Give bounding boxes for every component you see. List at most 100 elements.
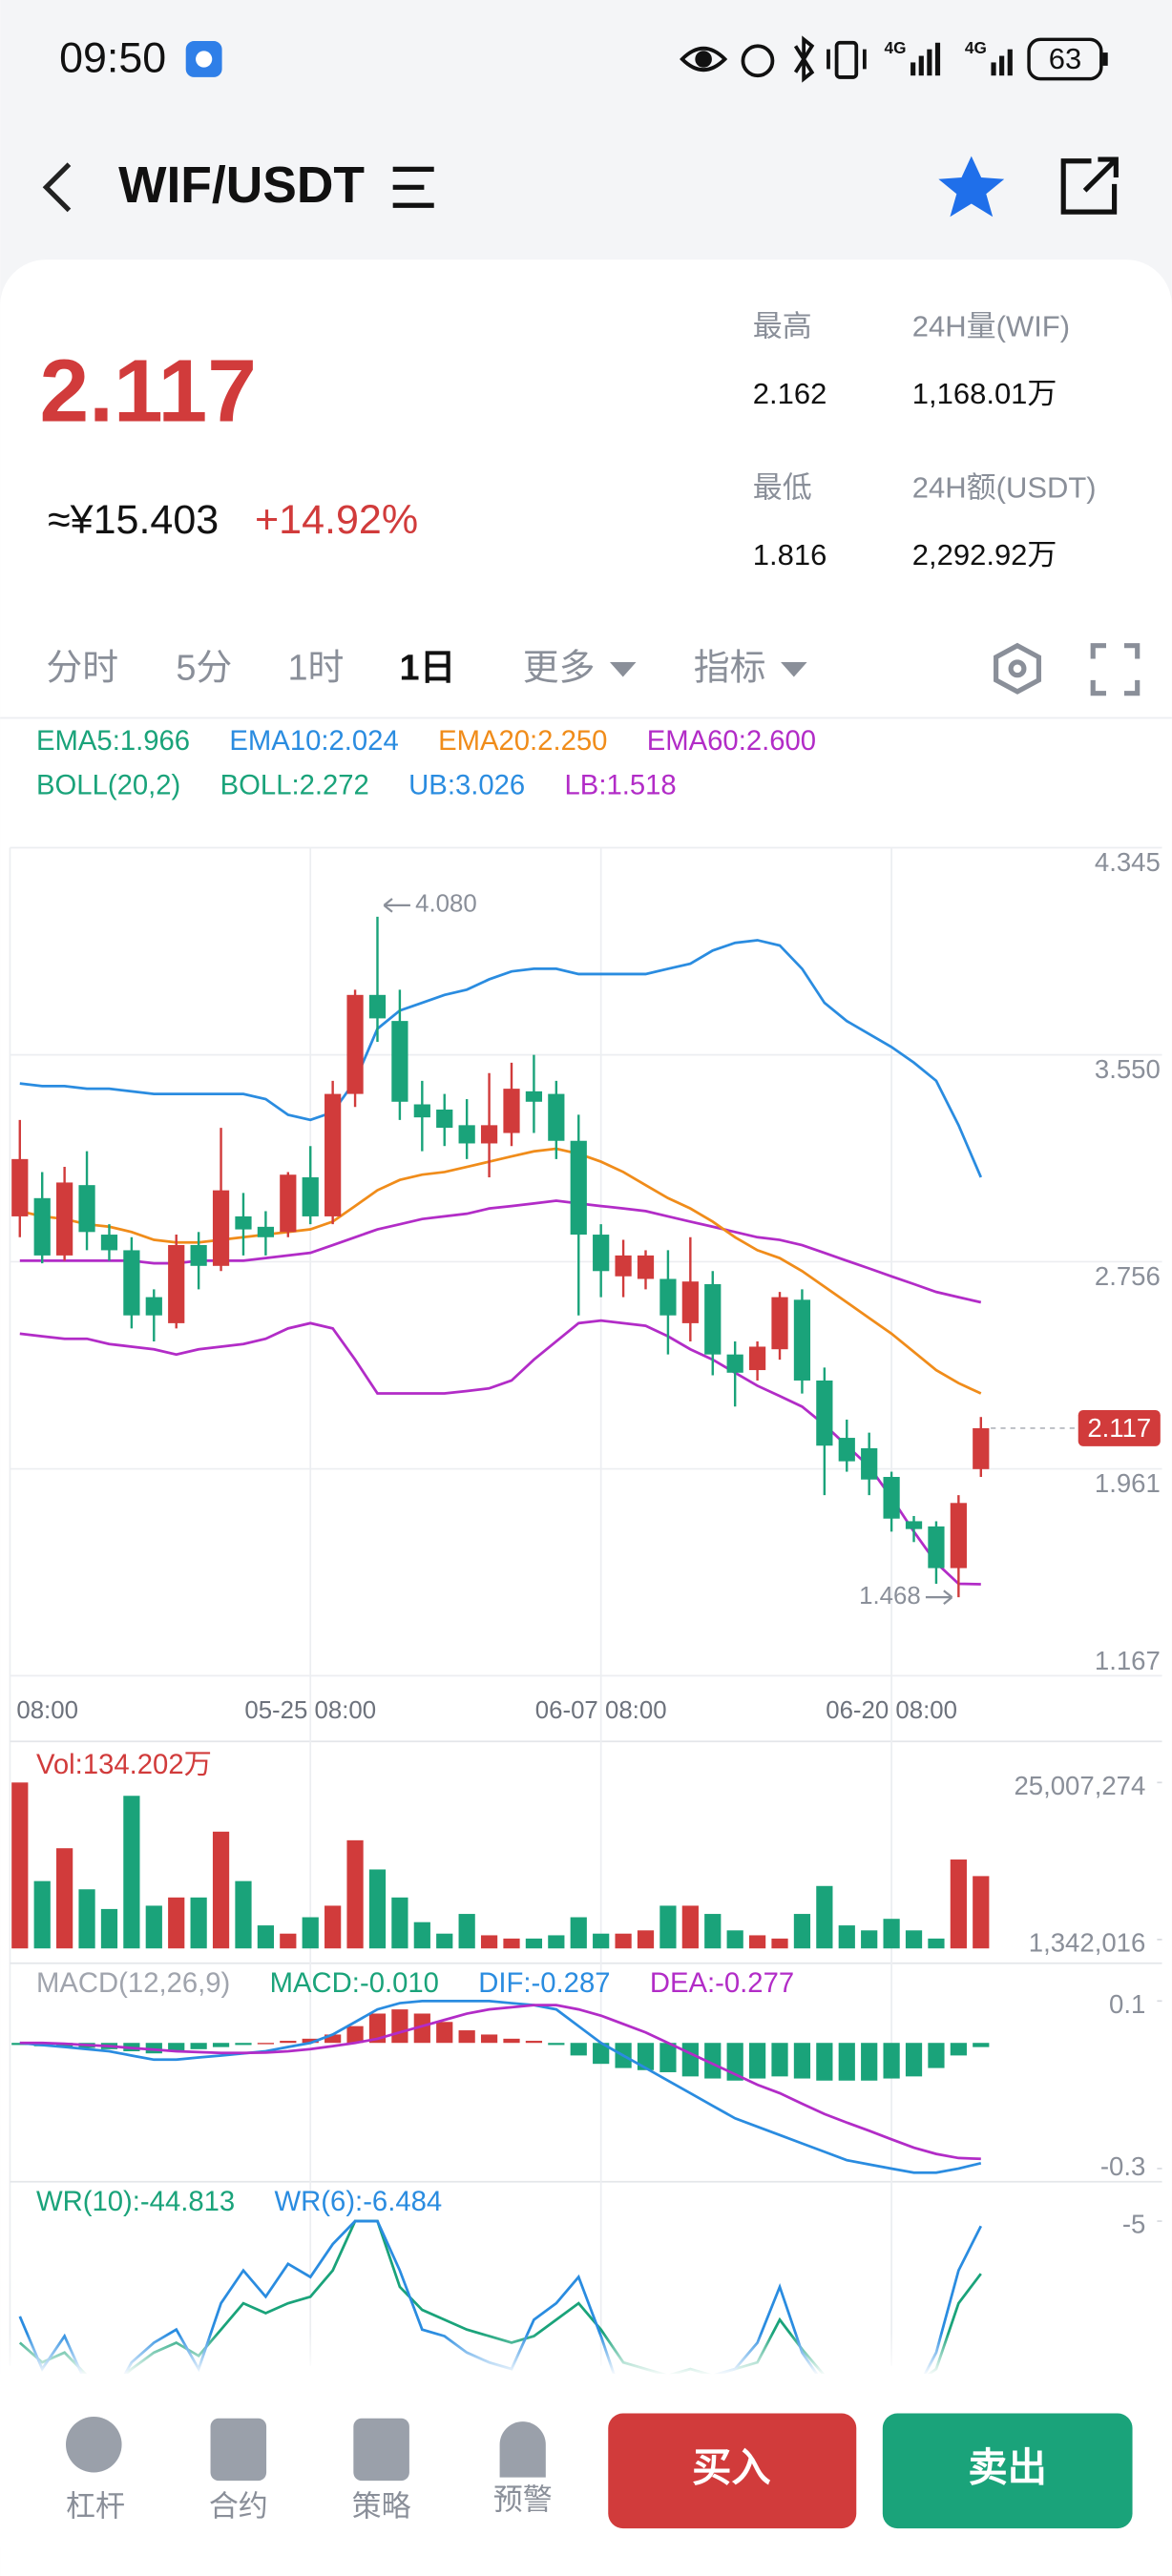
nav-label[interactable]: 杠杆 (66, 2490, 125, 2524)
favorite-star[interactable] (938, 156, 1005, 218)
candle-body (212, 1190, 230, 1266)
candle-body (503, 1089, 520, 1133)
indicator-line (19, 1147, 982, 1395)
volume-bar (793, 1914, 811, 1949)
volume-bar (615, 1933, 632, 1949)
macd-bar (928, 2043, 945, 2068)
candle-body (928, 1526, 945, 1568)
alert-icon[interactable] (499, 2421, 546, 2478)
volume-bar (771, 1938, 788, 1949)
volume-bar (593, 1933, 610, 1949)
buy-button[interactable] (608, 2413, 857, 2529)
settings-button[interactable] (994, 642, 1041, 695)
candle-body (637, 1255, 655, 1279)
volume-bar (212, 1831, 230, 1949)
macd-bar (659, 2043, 677, 2072)
macd-bar (883, 2043, 900, 2079)
interval-tab[interactable]: 分时 (46, 649, 118, 689)
sell-button[interactable] (882, 2413, 1133, 2529)
candle-body (257, 1226, 275, 1237)
volume-bar (973, 1876, 990, 1949)
macd-bar (905, 2043, 923, 2077)
macd-bar (257, 2043, 275, 2045)
volume-bar (458, 1914, 475, 1949)
stat-label: 24H量(WIF) (912, 310, 1070, 343)
candle-body (480, 1125, 498, 1144)
legend-item: BOLL:2.272 (220, 771, 369, 801)
x-tick-label: 06-20 08:00 (826, 1697, 957, 1724)
candle-body (302, 1176, 319, 1216)
candle-body (793, 1299, 811, 1381)
volume-bar (548, 1935, 565, 1949)
content-card (0, 260, 1172, 2576)
interval-tab[interactable]: 5分 (176, 649, 232, 689)
share-button[interactable] (1060, 156, 1119, 215)
alarm-icon (741, 44, 775, 78)
pair-menu-icon[interactable] (392, 166, 434, 208)
y-tick-label: 1.961 (1095, 1468, 1161, 1498)
interval-tab[interactable]: 1时 (287, 649, 344, 689)
signal-bar (934, 42, 941, 76)
candle-body (883, 1477, 900, 1519)
sell-label[interactable]: 卖出 (968, 2446, 1047, 2490)
candle-body (33, 1197, 51, 1256)
legend-item: EMA5:1.966 (36, 726, 190, 757)
eye-pupil (695, 51, 712, 68)
volume-bar (368, 1869, 387, 1949)
nav-label[interactable]: 预警 (493, 2483, 553, 2517)
status-time: 09:50 (59, 34, 166, 82)
strategy-icon[interactable] (353, 2418, 409, 2482)
y-tick-label: 1,342,016 (1029, 1927, 1146, 1957)
macd-bar (950, 2043, 967, 2056)
candle-body (681, 1281, 699, 1323)
indicator-tab[interactable]: 指标 (694, 649, 766, 689)
volume-bar (950, 1859, 967, 1949)
y-tick-label: 3.550 (1095, 1054, 1161, 1084)
macd-bar (748, 2043, 766, 2079)
macd-bar (793, 2043, 811, 2079)
legend-item: DEA:-0.277 (650, 1968, 794, 1999)
macd-bar (212, 2043, 230, 2047)
interval-tab[interactable]: 1日 (400, 649, 456, 689)
candle-body (726, 1354, 743, 1373)
candle-body (593, 1235, 610, 1272)
volume-bar (570, 1917, 587, 1949)
macd-bar (235, 2043, 252, 2046)
candle-body (525, 1091, 543, 1102)
candle-body (324, 1093, 342, 1216)
y-tick-label: 0.1 (1109, 1989, 1145, 2019)
buy-label[interactable]: 买入 (692, 2446, 771, 2490)
indicator-line (19, 939, 983, 1178)
signal-bar (927, 49, 932, 76)
leverage-icon[interactable] (66, 2416, 122, 2473)
candle-body (123, 1250, 140, 1316)
back-button[interactable] (42, 162, 72, 213)
contract-icon[interactable] (210, 2418, 267, 2482)
volume-bar (861, 1930, 878, 1949)
min-arrow (925, 1589, 953, 1605)
volume-bar (33, 1880, 51, 1949)
pair-title[interactable]: WIF/USDT (118, 157, 365, 214)
candle-body (235, 1215, 252, 1230)
y-tick-label: 2.756 (1095, 1261, 1161, 1291)
candle-body (436, 1109, 453, 1129)
legend-item: UB:3.026 (408, 771, 525, 801)
volume-bar (391, 1897, 408, 1949)
fullscreen-button[interactable] (1090, 643, 1141, 696)
candle-body (950, 1503, 967, 1568)
nav-label[interactable]: 策略 (352, 2490, 411, 2524)
candle-body (346, 994, 364, 1094)
candle-body (861, 1447, 878, 1480)
last-price-tag-label: 2.117 (1087, 1413, 1151, 1443)
volume-bar (11, 1782, 29, 1949)
network-label: 4G (965, 38, 987, 57)
macd-bar (391, 2009, 408, 2044)
macd-bar (413, 2013, 430, 2044)
macd-bar (145, 2043, 162, 2054)
nav-label[interactable]: 合约 (209, 2490, 268, 2524)
macd-bar (681, 2043, 699, 2077)
candle-body (190, 1244, 207, 1266)
macd-bar (593, 2043, 610, 2065)
volume-bar (681, 1905, 699, 1949)
more-tab[interactable]: 更多 (523, 649, 596, 689)
